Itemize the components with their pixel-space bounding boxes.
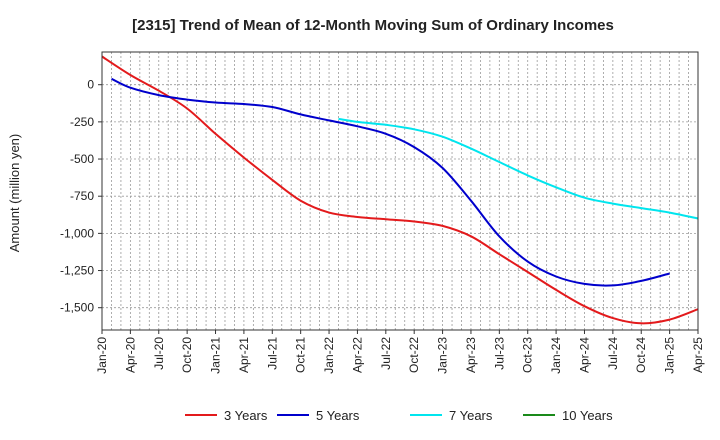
legend-label-7-years: 7 Years	[449, 408, 493, 423]
x-tick-label: Jul-21	[265, 337, 279, 370]
x-tick-label: Apr-23	[464, 337, 478, 373]
x-tick-label: Jul-23	[492, 337, 506, 370]
x-tick-label: Jan-24	[549, 337, 563, 374]
x-tick-label: Jul-24	[606, 337, 620, 370]
x-tick-label: Apr-20	[123, 337, 137, 373]
plot-area	[101, 51, 699, 331]
x-tick-label: Oct-23	[521, 337, 535, 373]
x-axis: Jan-20 Apr-20 Jul-20 Oct-20 Jan-21 Apr-21 Jul-…	[95, 330, 705, 374]
legend-label-5-years: 5 Years	[316, 408, 360, 423]
legend-label-10-years: 10 Years	[562, 408, 613, 423]
x-tick-label: Jul-20	[152, 337, 166, 370]
y-tick-label: -500	[70, 152, 94, 166]
x-tick-label: Apr-24	[577, 337, 591, 373]
x-tick-label: Apr-22	[350, 337, 364, 373]
y-tick-label: -750	[70, 189, 94, 203]
series-line-7-years	[338, 117, 699, 220]
x-tick-label: Jan-20	[95, 337, 109, 374]
x-tick-label: Apr-21	[237, 337, 251, 373]
series-layer	[101, 55, 699, 325]
series-line-5-years	[111, 77, 670, 287]
x-tick-label: Jul-22	[379, 337, 393, 370]
y-tick-label: -1,250	[60, 264, 94, 278]
grid	[102, 52, 698, 330]
x-tick-label: Apr-25	[691, 337, 705, 373]
x-tick-label: Oct-21	[294, 337, 308, 373]
x-tick-label: Jan-23	[436, 337, 450, 374]
series-line-3-years	[101, 55, 699, 325]
y-axis: 0 -250 -500 -750 -1,000 -1,250 -1,500	[60, 78, 102, 315]
x-tick-label: Oct-22	[407, 337, 421, 373]
x-tick-label: Jan-21	[209, 337, 223, 374]
chart-title: [2315] Trend of Mean of 12-Month Moving …	[132, 17, 614, 34]
x-tick-label: Oct-24	[634, 337, 648, 373]
legend: 3 Years 5 Years 7 Years 10 Years	[185, 408, 613, 423]
y-tick-label: -1,500	[60, 301, 94, 315]
x-tick-label: Jan-22	[322, 337, 336, 374]
x-tick-label: Jan-25	[663, 337, 677, 374]
y-axis-label: Amount (million yen)	[7, 134, 22, 253]
y-tick-label: 0	[87, 78, 94, 92]
y-tick-label: -250	[70, 115, 94, 129]
y-tick-label: -1,000	[60, 226, 94, 240]
x-tick-label: Oct-20	[180, 337, 194, 373]
legend-label-3-years: 3 Years	[224, 408, 268, 423]
